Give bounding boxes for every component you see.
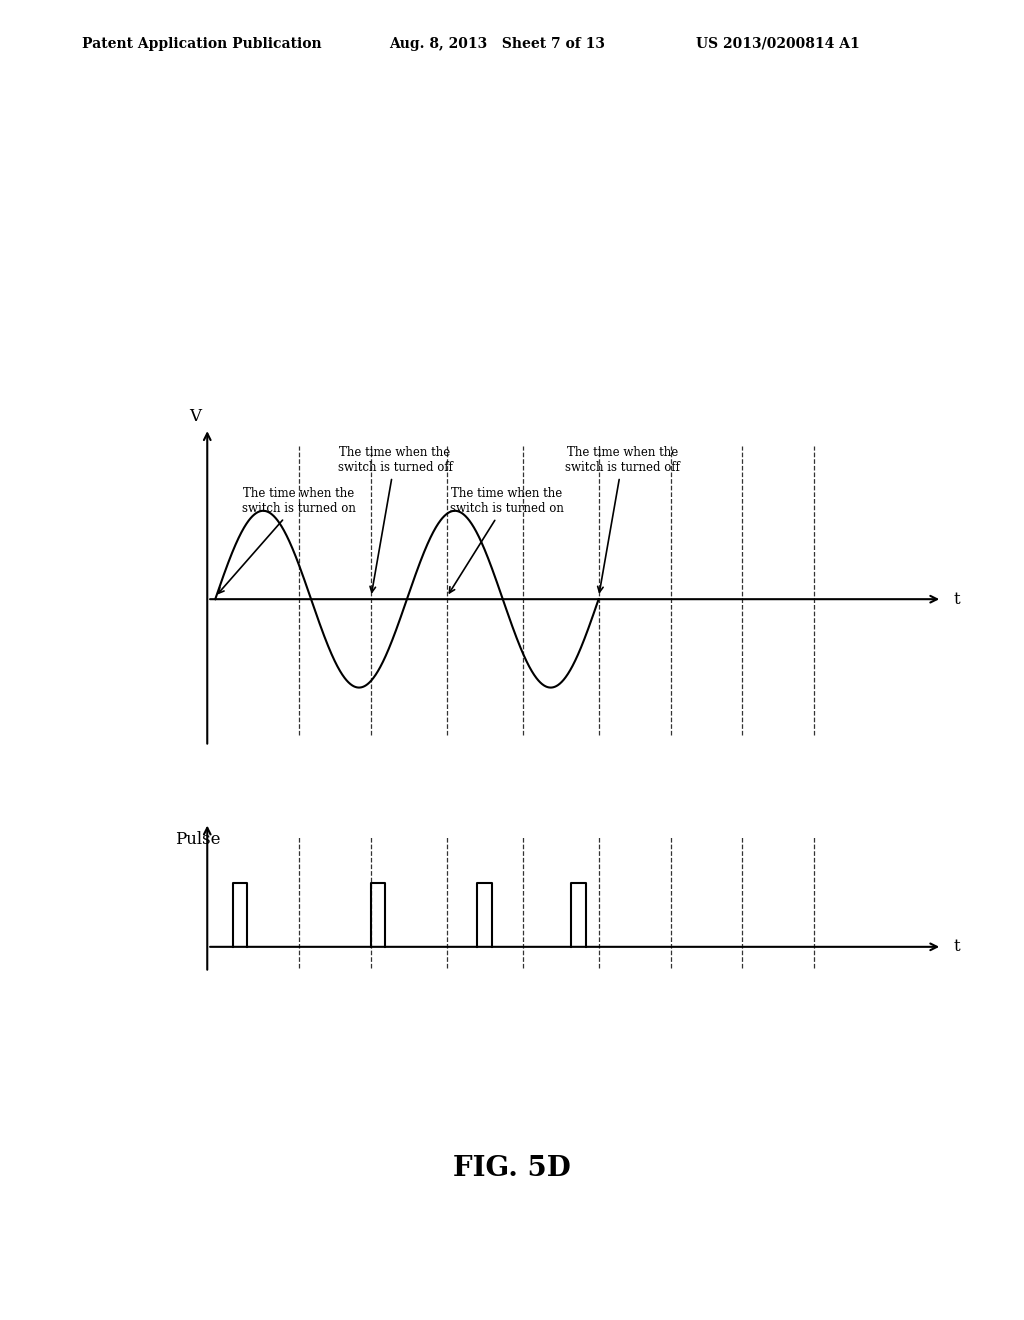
Text: t: t (954, 590, 961, 607)
Text: US 2013/0200814 A1: US 2013/0200814 A1 (696, 37, 860, 51)
Text: V: V (189, 408, 202, 425)
Text: Aug. 8, 2013   Sheet 7 of 13: Aug. 8, 2013 Sheet 7 of 13 (389, 37, 605, 51)
Text: The time when the
switch is turned off: The time when the switch is turned off (565, 446, 680, 593)
Text: The time when the
switch is turned off: The time when the switch is turned off (338, 446, 453, 593)
Text: The time when the
switch is turned on: The time when the switch is turned on (218, 487, 356, 594)
Text: The time when the
switch is turned on: The time when the switch is turned on (450, 487, 564, 593)
Text: Pulse: Pulse (175, 832, 221, 849)
Text: FIG. 5D: FIG. 5D (454, 1155, 570, 1181)
Text: Patent Application Publication: Patent Application Publication (82, 37, 322, 51)
Text: t: t (954, 939, 961, 956)
